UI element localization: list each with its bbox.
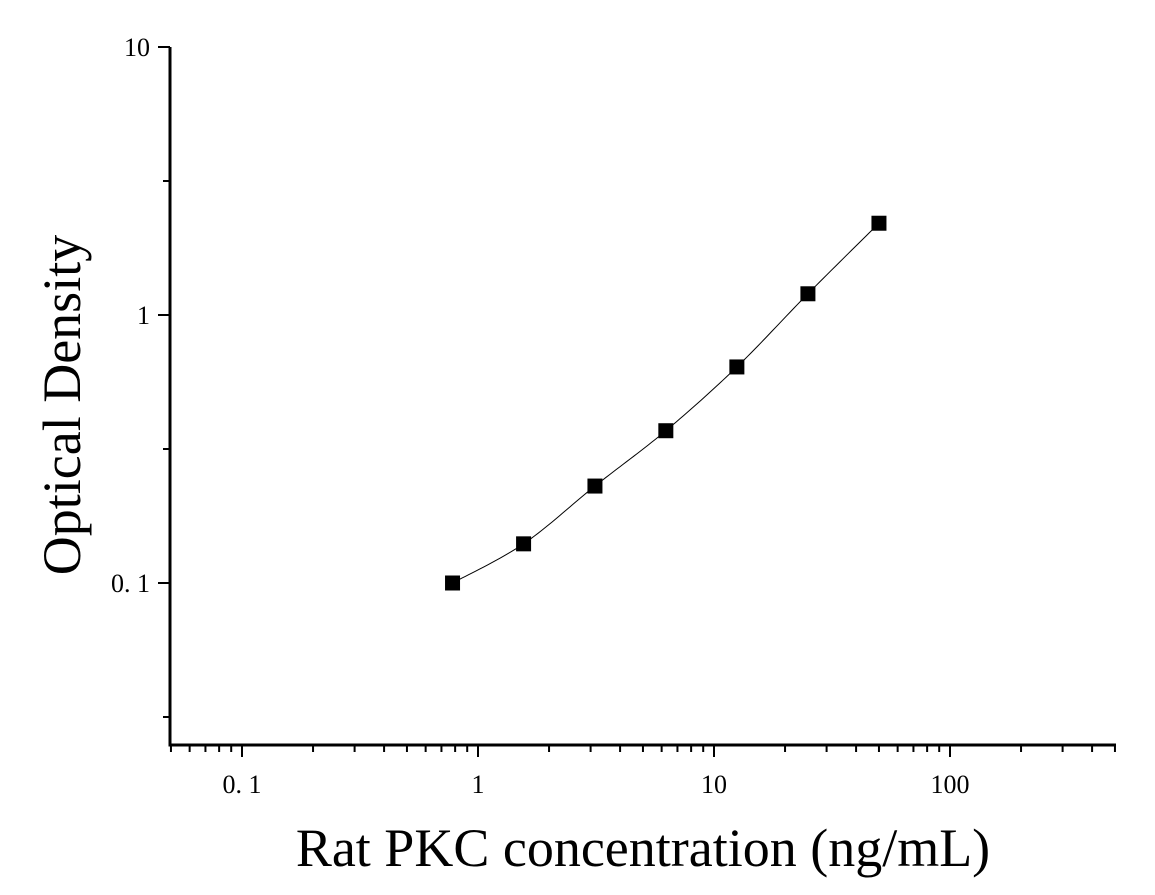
x-tick-label: 100 — [931, 770, 970, 799]
tick-labels: 0. 1 1 10 100 10 1 0. 1 — [111, 33, 970, 799]
data-point — [445, 575, 461, 591]
ticks — [158, 46, 1116, 757]
data-points — [445, 215, 887, 591]
y-tick-label: 10 — [124, 33, 150, 62]
x-axis-title: Rat PKC concentration (ng/mL) — [296, 818, 990, 878]
axes — [168, 47, 1116, 747]
data-point — [729, 359, 745, 375]
y-axis-title: Optical Density — [32, 235, 92, 575]
x-tick-label: 0. 1 — [223, 770, 262, 799]
data-point — [587, 478, 603, 494]
data-point — [800, 286, 816, 302]
data-point — [871, 215, 887, 231]
x-tick-label: 10 — [701, 770, 727, 799]
data-point — [516, 536, 532, 552]
y-tick-label: 0. 1 — [111, 569, 150, 598]
y-tick-label: 1 — [137, 301, 150, 330]
fit-curve-line — [452, 222, 880, 584]
data-point — [658, 423, 674, 439]
x-tick-label: 1 — [472, 770, 485, 799]
